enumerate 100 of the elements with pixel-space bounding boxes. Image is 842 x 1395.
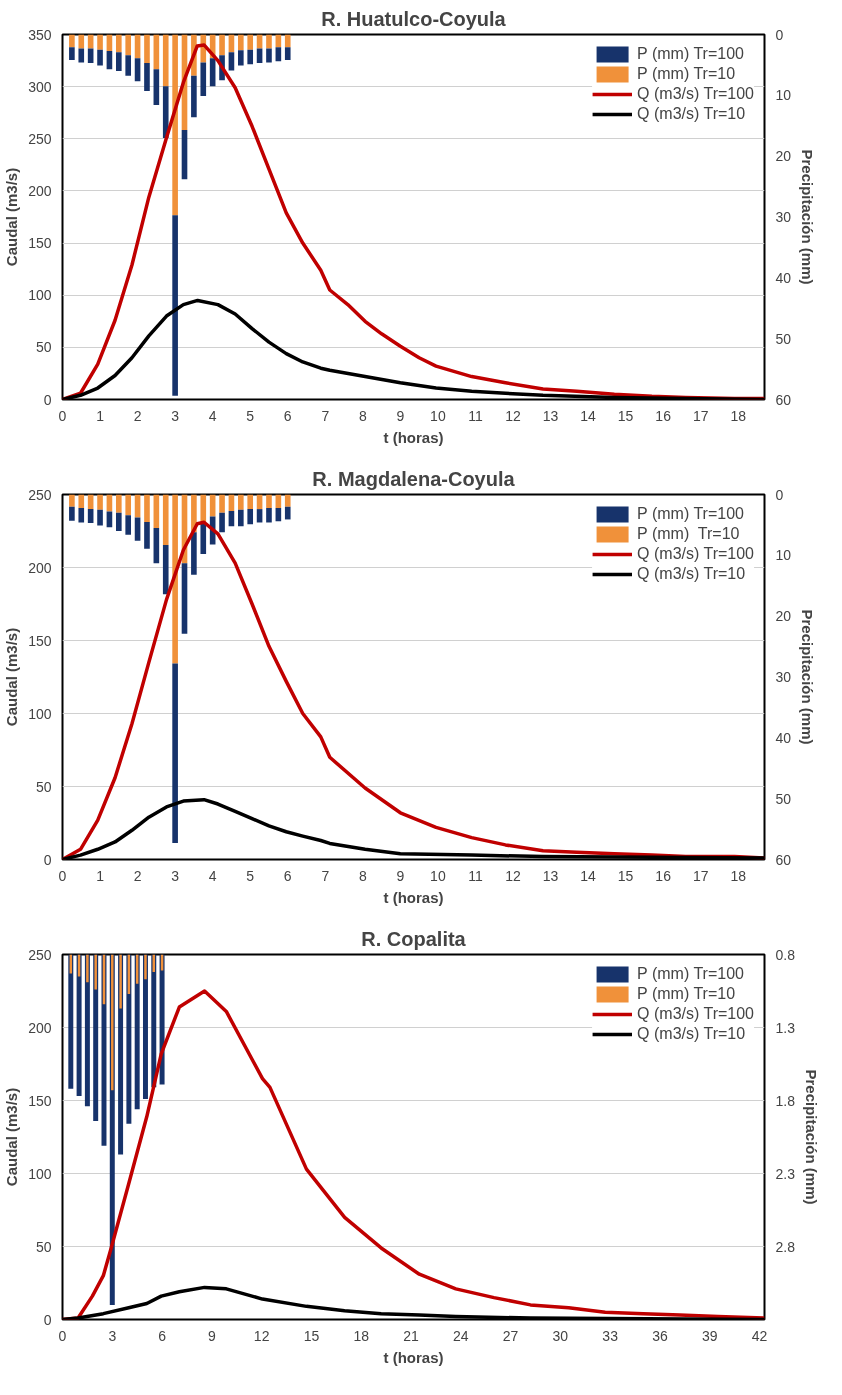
legend-label: P (mm) Tr=100	[637, 965, 744, 983]
x-tick-label: 15	[617, 407, 634, 424]
y-tick-label: 250	[28, 486, 52, 503]
bar	[200, 522, 207, 555]
x-tick-label: 8	[358, 867, 367, 884]
y2-axis-title: Precipitación (mm)	[799, 609, 817, 745]
x-tick-label: 24	[453, 1327, 469, 1344]
bar	[247, 494, 254, 510]
y2-axis-title: Precipitación (mm)	[802, 1069, 820, 1205]
bar	[78, 34, 85, 49]
x-tick-label: 5	[246, 407, 255, 424]
legend-label: P (mm) Tr=10	[637, 985, 736, 1003]
x-tick-label: 9	[396, 407, 405, 424]
bar	[200, 62, 207, 96]
legend-label: P (mm) Tr=10	[637, 65, 736, 83]
x-tick-label: 11	[468, 867, 483, 884]
y-axis-title: Caudal (m3/s)	[3, 1087, 21, 1187]
bar	[219, 494, 225, 513]
bar	[78, 507, 85, 523]
y-tick-label: 250	[28, 946, 52, 963]
x-tick-label: 10	[430, 407, 446, 424]
bar	[256, 48, 263, 64]
y2-tick-label: 2.3	[775, 1165, 796, 1182]
bar	[284, 494, 291, 507]
y2-tick-label: 1.8	[775, 1092, 796, 1109]
bar	[125, 34, 132, 56]
y2-tick-label: 0	[775, 486, 784, 503]
y2-tick-label: 40	[775, 269, 792, 286]
x-tick-label: 42	[751, 1327, 768, 1344]
x-tick-label: 15	[617, 867, 634, 884]
x-tick-label: 33	[602, 1327, 619, 1344]
x-tick-label: 2	[133, 867, 142, 884]
bar	[266, 48, 272, 63]
x-tick-label: 10	[430, 867, 446, 884]
y-tick-label: 150	[28, 632, 52, 649]
bar	[238, 50, 244, 66]
x-tick-label: 12	[253, 1327, 270, 1344]
y-tick-label: 100	[28, 705, 52, 722]
y-tick-label: 200	[28, 1019, 52, 1036]
bar	[97, 49, 103, 66]
x-tick-label: 18	[353, 1327, 370, 1344]
x-tick-label: 12	[505, 867, 521, 884]
bar	[284, 34, 291, 48]
bar	[247, 49, 254, 65]
y2-tick-label: 30	[775, 669, 792, 685]
x-tick-label: 21	[403, 1327, 420, 1344]
y-tick-label: 100	[28, 1165, 52, 1182]
x-tick-label: 36	[652, 1327, 668, 1344]
x-tick-label: 6	[283, 407, 292, 424]
y2-tick-label: 50	[775, 790, 792, 807]
x-tick-label: 39	[701, 1327, 718, 1344]
y-tick-label: 50	[35, 1238, 52, 1255]
x-axis-title: t (horas)	[383, 1348, 444, 1366]
y-axis-title: Caudal (m3/s)	[3, 167, 21, 267]
chart-title: R. Huatulco-Coyula	[321, 7, 507, 30]
y-tick-label: 50	[35, 339, 52, 356]
bar	[172, 663, 178, 844]
y-tick-label: 0	[43, 391, 52, 408]
x-tick-label: 12	[505, 407, 521, 424]
x-tick-label: 3	[171, 867, 180, 884]
x-tick-label: 1	[96, 867, 105, 884]
x-tick-label: 2	[133, 407, 142, 424]
y-tick-label: 200	[28, 559, 52, 576]
x-tick-label: 17	[692, 407, 709, 424]
bar	[115, 494, 122, 513]
legend-label: Q (m3/s) Tr=10	[637, 105, 746, 123]
bar	[266, 34, 272, 49]
bar	[162, 544, 169, 595]
bar	[162, 494, 169, 545]
x-tick-label: 7	[321, 407, 330, 424]
bar	[172, 215, 178, 396]
x-tick-label: 5	[246, 867, 255, 884]
bar	[125, 515, 132, 535]
chart-title: R. Magdalena-Coyula	[312, 467, 516, 490]
x-tick-label: 4	[208, 867, 217, 884]
y2-tick-label: 10	[775, 547, 792, 564]
x-tick-label: 8	[358, 407, 367, 424]
legend-label: Q (m3/s) Tr=10	[637, 565, 746, 583]
y2-tick-label: 2.8	[775, 1238, 796, 1255]
x-tick-label: 30	[552, 1327, 569, 1344]
bar	[162, 86, 169, 138]
bar	[115, 34, 122, 53]
y2-tick-label: 60	[775, 391, 792, 408]
x-tick-label: 4	[208, 407, 217, 424]
y2-tick-label: 10	[775, 87, 792, 104]
x-tick-label: 9	[207, 1327, 216, 1344]
x-axis-title: t (horas)	[383, 888, 444, 906]
legend-label: Q (m3/s) Tr=100	[637, 1005, 754, 1023]
y-tick-label: 350	[28, 26, 52, 43]
y2-tick-label: 20	[775, 608, 792, 625]
y2-tick-label: 30	[775, 209, 792, 225]
y-axis-title: Caudal (m3/s)	[3, 627, 21, 727]
bar	[69, 47, 75, 61]
bar	[144, 521, 150, 549]
bar	[238, 494, 244, 510]
bar	[172, 34, 178, 216]
bar	[284, 47, 291, 61]
y-tick-label: 150	[28, 1092, 52, 1109]
bar	[162, 34, 169, 87]
bar	[144, 34, 150, 64]
